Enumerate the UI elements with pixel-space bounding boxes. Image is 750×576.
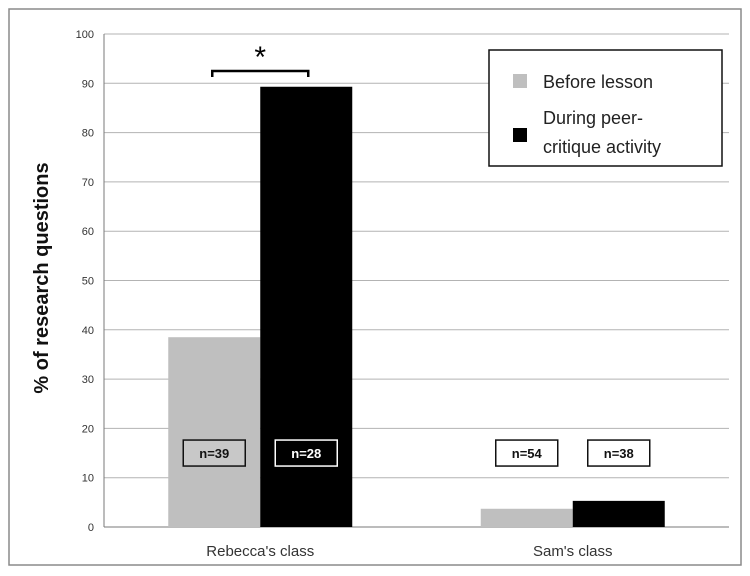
- y-tick-label: 100: [76, 29, 94, 41]
- bar: [573, 501, 665, 527]
- category-label: Sam's class: [533, 543, 613, 560]
- legend-entry-line-2: critique activity: [543, 137, 661, 157]
- y-tick-label: 50: [82, 276, 94, 288]
- bar: [481, 509, 573, 527]
- significance-star: *: [254, 41, 266, 74]
- y-tick-label: 10: [82, 473, 94, 485]
- legend-entry-before-lesson: Before lesson: [543, 72, 653, 92]
- legend-swatch-during-peer-critique: [513, 128, 527, 142]
- y-tick-label: 30: [82, 374, 94, 386]
- y-tick-label: 0: [88, 522, 94, 534]
- bar: [168, 337, 260, 527]
- y-axis-label: % of research questions: [31, 162, 53, 393]
- n-label: n=39: [199, 446, 229, 461]
- n-label: n=38: [604, 446, 634, 461]
- y-tick-label: 80: [82, 128, 94, 140]
- category-label: Rebecca's class: [206, 543, 314, 560]
- n-label: n=54: [512, 446, 543, 461]
- y-tick-label: 60: [82, 226, 94, 238]
- n-label: n=28: [291, 446, 321, 461]
- legend-entry-line-1: During peer-: [543, 108, 643, 128]
- legend-swatch-before-lesson: [513, 74, 527, 88]
- y-tick-label: 70: [82, 177, 94, 189]
- y-tick-label: 40: [82, 325, 94, 337]
- y-tick-label: 90: [82, 78, 94, 90]
- legend: Before lesson During peer- critique acti…: [489, 50, 722, 166]
- y-tick-label: 20: [82, 423, 94, 435]
